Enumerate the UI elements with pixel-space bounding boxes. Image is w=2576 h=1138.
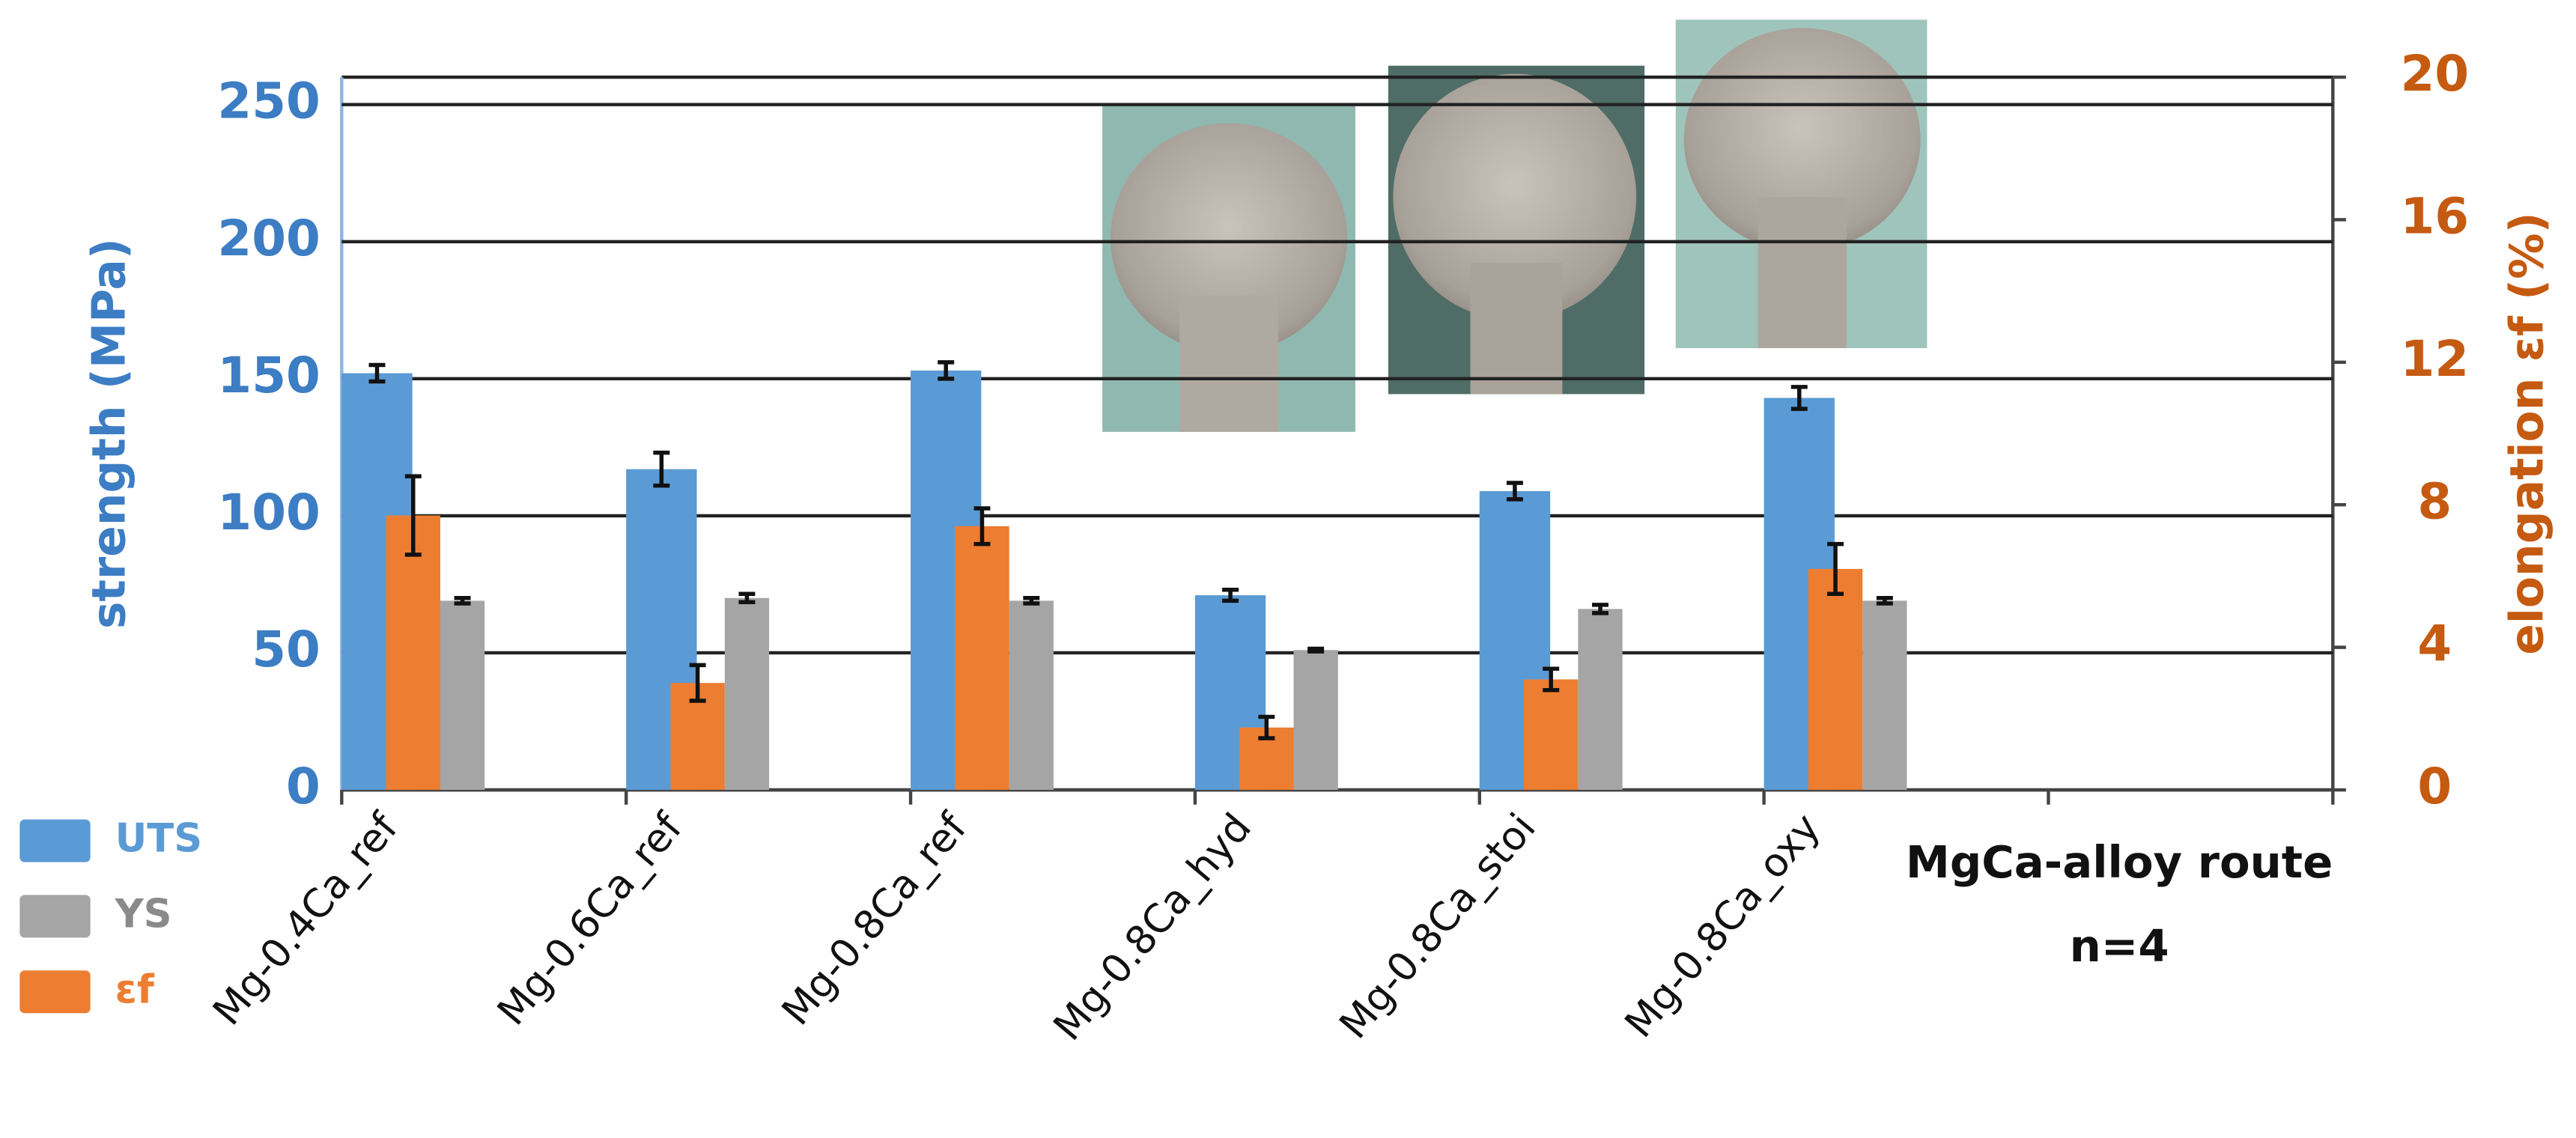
error-bar bbox=[1506, 481, 1523, 502]
error-bar bbox=[1023, 595, 1040, 606]
y-tick-label: 50 bbox=[252, 621, 321, 678]
y-tick-label: 200 bbox=[217, 210, 320, 267]
y-tick-label: 250 bbox=[217, 73, 320, 130]
sample-photos bbox=[1102, 19, 1928, 432]
y2-tick-label: 16 bbox=[2401, 188, 2470, 246]
x-tick-label: Mg-0.8Ca_stoi bbox=[1331, 805, 1545, 1047]
error-bar bbox=[1307, 646, 1325, 654]
y-axis-label: strength (MPa) bbox=[82, 238, 136, 629]
legend-swatch bbox=[19, 819, 91, 862]
error-bar bbox=[1790, 385, 1808, 411]
bar bbox=[1523, 679, 1579, 791]
error-bar bbox=[454, 595, 471, 606]
y2-axis-label: elongation εf (%) bbox=[2501, 212, 2554, 655]
legend-label: UTS bbox=[115, 816, 203, 862]
x-tick-label: Mg-0.8Ca_oxy bbox=[1616, 805, 1829, 1046]
x-tick-label: Mg-0.8Ca_ref bbox=[773, 804, 976, 1034]
error-bar bbox=[1258, 714, 1275, 740]
photo-sample bbox=[1470, 262, 1563, 395]
photo-sample bbox=[1179, 295, 1278, 432]
error-bar bbox=[973, 506, 991, 547]
error-bar bbox=[653, 450, 670, 488]
y-tick-label: 0 bbox=[286, 758, 321, 815]
x-tick-label: Mg-0.6Ca_ref bbox=[489, 804, 693, 1034]
bar bbox=[1862, 600, 1907, 791]
error-bar bbox=[1543, 666, 1560, 693]
legend-label: εf bbox=[115, 967, 155, 1012]
bar bbox=[386, 515, 440, 791]
error-bar bbox=[689, 663, 706, 703]
error-bar bbox=[738, 591, 756, 604]
bar bbox=[1293, 650, 1338, 791]
bar bbox=[440, 600, 485, 791]
y-tick-label: 150 bbox=[217, 347, 320, 404]
x-tick-label: Mg-0.8Ca_hyd bbox=[1045, 805, 1260, 1049]
legend-swatch bbox=[19, 970, 91, 1014]
legend-label: YS bbox=[115, 892, 172, 937]
photo-sample bbox=[1758, 197, 1847, 348]
error-bar bbox=[1592, 603, 1609, 615]
y2-tick-label: 0 bbox=[2417, 758, 2452, 815]
bar bbox=[1808, 568, 1863, 791]
error-bar bbox=[938, 360, 955, 381]
error-bar bbox=[1827, 541, 1844, 596]
photo-sample bbox=[1393, 73, 1637, 320]
photo-sample bbox=[1683, 28, 1921, 252]
bar bbox=[724, 597, 770, 791]
y2-tick-label: 12 bbox=[2401, 330, 2470, 388]
y2-tick-label: 20 bbox=[2401, 45, 2470, 103]
y2-tick-label: 4 bbox=[2417, 615, 2452, 673]
error-bar bbox=[368, 362, 386, 384]
error-bar bbox=[1876, 595, 1893, 606]
legend-swatch bbox=[19, 895, 91, 938]
y-tick-label: 100 bbox=[217, 484, 320, 541]
error-bar bbox=[1222, 587, 1239, 603]
bar bbox=[1009, 600, 1054, 791]
error-bar bbox=[404, 474, 422, 557]
photo-sample bbox=[1111, 123, 1347, 353]
bar bbox=[955, 526, 1009, 791]
x-tick-label: Mg-0.4Ca_ref bbox=[204, 804, 408, 1034]
annotation: MgCa-alloy route bbox=[1906, 836, 2333, 888]
annotation: n=4 bbox=[2070, 920, 2169, 972]
bar bbox=[1578, 609, 1623, 791]
y2-tick-label: 8 bbox=[2417, 472, 2452, 530]
